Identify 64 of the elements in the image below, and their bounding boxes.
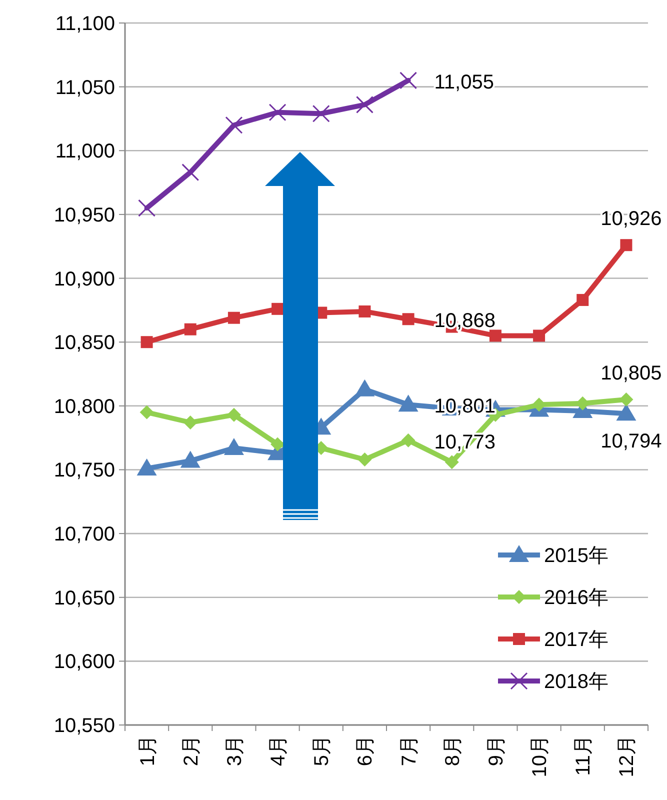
y-tick-label: 10,750 (54, 460, 115, 482)
point (312, 104, 330, 122)
legend-label: 2016年 (544, 587, 608, 609)
point (180, 450, 200, 468)
y-tick-label: 10,550 (54, 715, 115, 737)
point (136, 458, 157, 476)
legend-label: 2017年 (544, 629, 608, 651)
point (228, 312, 240, 324)
y-tick-label: 11,000 (55, 140, 115, 163)
point (576, 294, 589, 306)
y-tick-label: 10,800 (54, 396, 115, 418)
data-label: 11,055 (434, 71, 494, 94)
point (225, 116, 243, 134)
point (140, 336, 153, 348)
point (401, 433, 416, 448)
y-tick-label: 10,700 (54, 524, 115, 546)
point (354, 379, 375, 396)
x-tick-label: 4月 (268, 735, 290, 766)
x-tick-label: 9月 (485, 735, 508, 766)
point (140, 405, 154, 420)
point (400, 72, 418, 90)
point (402, 313, 414, 326)
point (356, 96, 374, 114)
point (444, 455, 459, 470)
x-tick-label: 10月 (529, 735, 552, 778)
data-label: 10,805 (600, 362, 662, 385)
point (619, 392, 634, 407)
legend-label: 2018年 (544, 671, 608, 693)
data-label: 10,868 (434, 310, 496, 332)
data-label: 10,794 (600, 430, 662, 453)
point (616, 404, 636, 421)
point (182, 164, 200, 182)
x-tick-label: 8月 (442, 735, 464, 766)
point (398, 394, 418, 412)
y-tick-label: 10,600 (54, 651, 115, 674)
y-tick-label: 10,850 (54, 332, 115, 354)
legend-label: 2015年 (544, 545, 608, 567)
point (270, 437, 285, 452)
point (268, 104, 286, 122)
x-tick-label: 2月 (180, 735, 202, 766)
y-tick-label: 10,650 (54, 587, 115, 610)
x-tick-label: 6月 (354, 735, 377, 766)
point (620, 239, 632, 252)
point (224, 438, 244, 456)
y-tick-label: 10,900 (54, 268, 115, 290)
x-tick-label: 1月 (136, 735, 159, 766)
point (489, 330, 502, 342)
point (533, 330, 546, 342)
point (184, 323, 196, 336)
y-tick-label: 11,050 (55, 76, 115, 99)
point (358, 452, 372, 467)
point (138, 199, 156, 217)
point (183, 416, 198, 430)
x-tick-label: 12月 (616, 735, 638, 778)
x-tick-label: 5月 (311, 735, 334, 766)
x-tick-label: 11月 (572, 735, 595, 776)
point (226, 408, 241, 422)
point (272, 302, 284, 315)
data-label: 10,926 (600, 208, 662, 230)
point (358, 305, 371, 318)
y-tick-label: 11,100 (55, 13, 115, 35)
x-tick-label: 7月 (398, 735, 420, 766)
y-tick-label: 10,950 (54, 204, 115, 226)
x-tick-label: 3月 (224, 735, 246, 766)
